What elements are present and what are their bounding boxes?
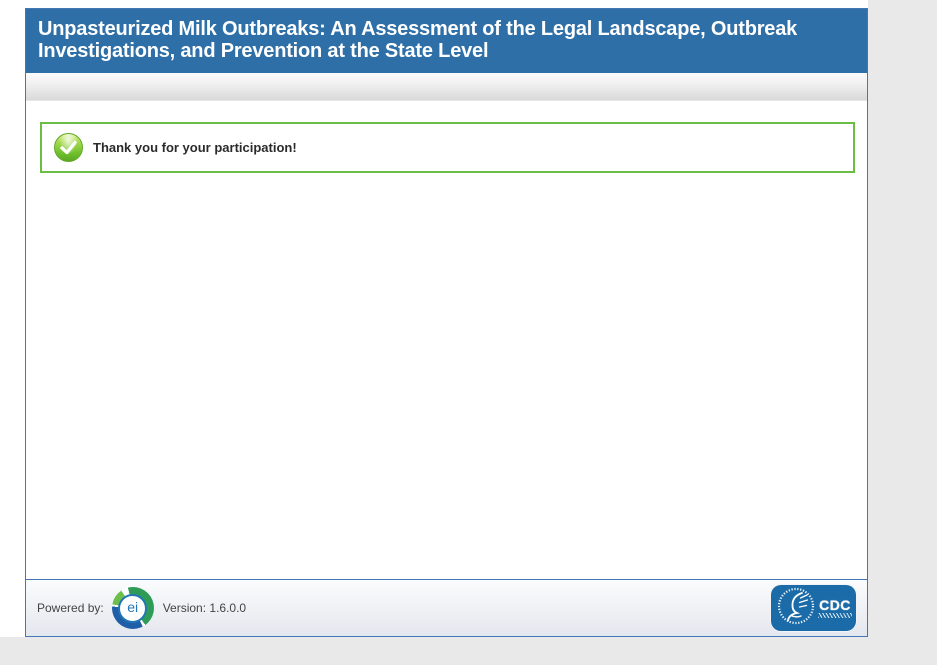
epi-info-logo-icon: ei bbox=[111, 587, 154, 629]
page-background: Unpasteurized Milk Outbreaks: An Assessm… bbox=[0, 0, 868, 637]
cdc-logo-hatch bbox=[818, 613, 852, 618]
toolbar-strip bbox=[26, 73, 867, 101]
check-circle-icon bbox=[54, 133, 83, 162]
epi-info-logo-text: ei bbox=[118, 593, 148, 623]
cdc-logo: CDC bbox=[771, 585, 856, 631]
survey-header: Unpasteurized Milk Outbreaks: An Assessm… bbox=[26, 9, 867, 73]
survey-title: Unpasteurized Milk Outbreaks: An Assessm… bbox=[38, 18, 798, 62]
version-label: Version: 1.6.0.0 bbox=[162, 601, 247, 615]
hhs-eagle-icon bbox=[776, 586, 816, 631]
content-area: Thank you for your participation! bbox=[26, 101, 867, 579]
success-message-box: Thank you for your participation! bbox=[40, 122, 855, 173]
cdc-logo-text: CDC bbox=[819, 597, 851, 613]
success-message-text: Thank you for your participation! bbox=[93, 140, 297, 155]
survey-container: Unpasteurized Milk Outbreaks: An Assessm… bbox=[25, 8, 868, 637]
powered-by-label: Powered by: bbox=[37, 601, 104, 615]
footer-bar: Powered by: ei Version: 1.6.0.0 CDC bbox=[26, 579, 867, 636]
cdc-logo-text-block: CDC bbox=[818, 598, 852, 618]
